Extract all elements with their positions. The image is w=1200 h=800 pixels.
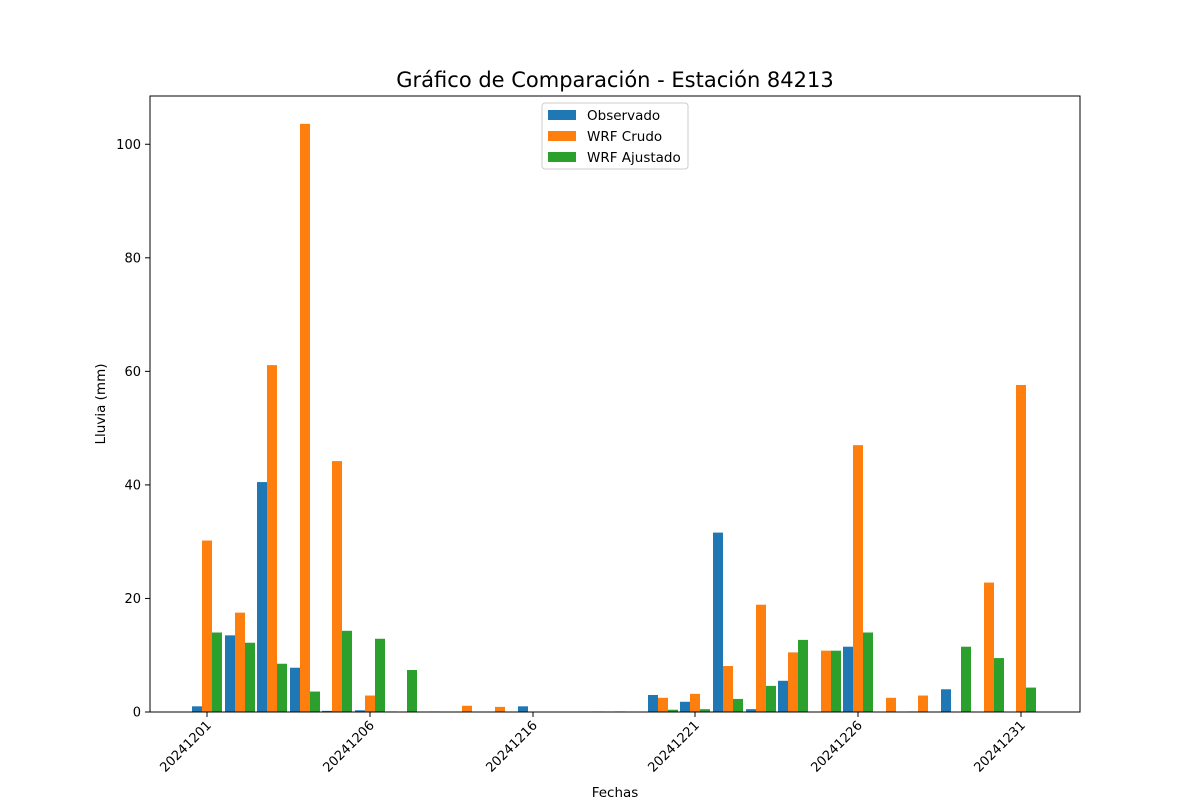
legend-swatch-wrf-crudo: [548, 131, 576, 141]
plot-frame: [149, 95, 1081, 713]
bar-wrf-crudo-20241230: [984, 582, 994, 712]
y-tick-label-40: 40: [124, 478, 141, 493]
y-tick-label-20: 20: [124, 592, 141, 607]
bar-observado-20241223: [746, 709, 756, 712]
bar-wrf-ajustado-20241229: [961, 646, 971, 712]
bar-wrf-ajustado-20241206: [375, 638, 385, 712]
bar-wrf-crudo-20241202: [235, 612, 245, 712]
bar-wrf-crudo-20241228: [918, 695, 928, 712]
bar-wrf-ajustado-20241203: [277, 663, 287, 712]
chart-title: Gráfico de Comparación - Estación 84213: [396, 68, 833, 92]
bar-observado-20241203: [257, 482, 267, 712]
bar-wrf-ajustado-extra-20241231: [1026, 687, 1036, 712]
bar-observado-20241222: [713, 532, 723, 712]
bar-wrf-crudo-20241209: [462, 705, 472, 712]
bar-wrf-ajustado-20241226: [863, 632, 873, 712]
bar-observado-20241221: [680, 701, 690, 712]
bar-wrf-crudo-20241222: [723, 666, 733, 712]
bar-wrf-crudo-20241227: [886, 697, 896, 712]
bar-wrf-ajustado-20241221: [700, 709, 710, 712]
bar-wrf-crudo-20241210: [495, 706, 505, 712]
bar-wrf-ajustado-20241222: [733, 698, 743, 712]
bar-wrf-crudo-20241226: [853, 445, 863, 712]
bar-observado-20241201: [192, 706, 202, 712]
bar-observado-20241216: [518, 706, 528, 712]
bar-observado-20241202: [225, 635, 235, 712]
legend-label-wrf-ajustado: WRF Ajustado: [587, 150, 681, 166]
bar-wrf-crudo-20241225: [821, 650, 831, 712]
bar-wrf-ajustado-20241201: [212, 632, 222, 712]
y-tick-label-60: 60: [124, 365, 141, 380]
bar-wrf-crudo-20241201: [202, 540, 212, 712]
bar-observado-20241205: [322, 710, 332, 712]
bar-wrf-ajustado-20241205: [342, 630, 352, 712]
legend-label-wrf-crudo: WRF Crudo: [587, 129, 662, 145]
bars-group: [192, 123, 1036, 713]
bar-observado-20241204: [290, 667, 300, 712]
y-axis: 0 20 40 60 80 100: [116, 138, 150, 721]
bar-wrf-ajustado-20241230: [994, 658, 1004, 712]
bar-observado-20241220: [648, 694, 658, 712]
bar-wrf-crudo-extra-20241231: [1016, 384, 1026, 712]
bar-wrf-crudo-20241205: [332, 461, 342, 712]
bar-wrf-ajustado-20241207: [407, 669, 417, 712]
bar-wrf-crudo-20241206: [365, 695, 375, 712]
bar-observado-20241229: [941, 689, 951, 712]
legend-box: [541, 102, 689, 170]
legend-swatch-wrf-ajustado: [548, 152, 576, 162]
bar-wrf-ajustado-20241225: [831, 650, 841, 712]
legend: Observado WRF Crudo WRF Ajustado: [541, 102, 689, 170]
bar-wrf-ajustado-20241204: [310, 691, 320, 712]
bar-observado-20241226: [843, 646, 853, 712]
bar-wrf-ajustado-20241220: [668, 709, 678, 712]
bar-wrf-ajustado-20241223: [766, 685, 776, 712]
y-axis-title: Lluvia (mm): [93, 364, 109, 445]
bar-wrf-crudo-20241203: [267, 365, 277, 712]
bar-wrf-crudo-20241204: [300, 123, 310, 713]
legend-swatch-observado: [548, 110, 576, 120]
y-tick-label-80: 80: [124, 251, 141, 266]
bar-wrf-crudo-20241221: [690, 693, 700, 712]
bar-observado-20241206: [355, 710, 365, 712]
y-tick-label-0: 0: [133, 706, 141, 721]
bar-observado-20241224: [778, 680, 788, 712]
bar-wrf-crudo-20241224: [788, 652, 798, 712]
bar-wrf-crudo-20241220: [658, 697, 668, 712]
x-axis-title: Fechas: [592, 785, 639, 800]
y-tick-label-100: 100: [116, 138, 141, 153]
bar-wrf-ajustado-20241224: [798, 639, 808, 712]
bar-wrf-ajustado-20241202: [245, 642, 255, 712]
legend-label-observado: Observado: [587, 108, 660, 124]
bar-wrf-crudo-20241223: [756, 604, 766, 712]
